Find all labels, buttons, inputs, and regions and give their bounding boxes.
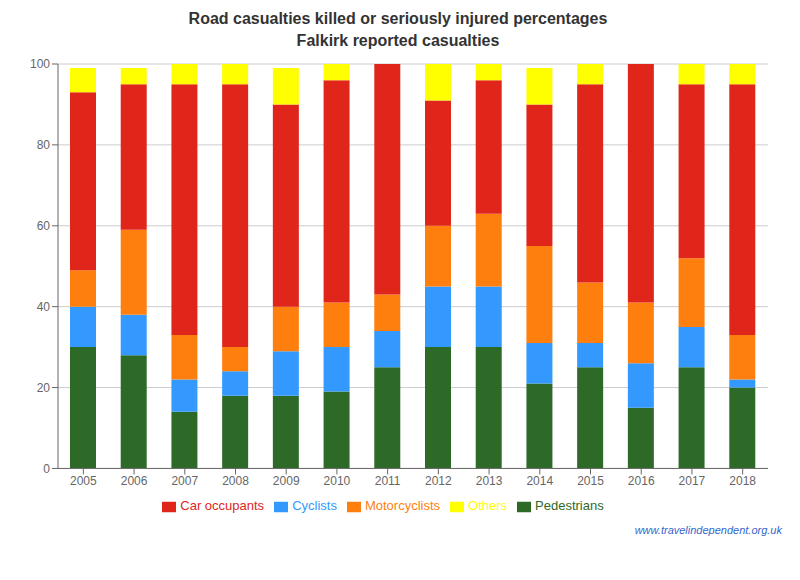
svg-text:2006: 2006 bbox=[121, 474, 148, 488]
html-text:Motorcyclists: Motorcyclists bbox=[364, 498, 440, 514]
svg-text:40: 40 bbox=[37, 300, 51, 314]
html-text:Car occupants: Car occupants bbox=[180, 498, 265, 514]
html-text:Falkirk reported casualties: Falkirk reported casualties bbox=[296, 32, 500, 49]
svg-text:2016: 2016 bbox=[628, 474, 655, 488]
svg-text:2017: 2017 bbox=[679, 474, 706, 488]
html-text:Others: Others bbox=[468, 498, 507, 514]
svg-text:2014: 2014 bbox=[526, 474, 553, 488]
svg-text:20: 20 bbox=[37, 381, 51, 395]
svg-text:2009: 2009 bbox=[273, 474, 300, 488]
svg-text:60: 60 bbox=[37, 219, 51, 233]
svg-text:80: 80 bbox=[37, 138, 51, 152]
svg-text:0: 0 bbox=[43, 462, 50, 476]
svg-text:2010: 2010 bbox=[324, 474, 351, 488]
svg-text:2011: 2011 bbox=[375, 474, 401, 488]
svg-text:2013: 2013 bbox=[476, 474, 503, 488]
html-text:Cyclists: Cyclists bbox=[292, 498, 337, 514]
svg-text:2007: 2007 bbox=[171, 474, 198, 488]
svg-text:2005: 2005 bbox=[70, 474, 97, 488]
svg-text:2018: 2018 bbox=[729, 474, 756, 488]
html-text:www.travelindependent.org.uk: www.travelindependent.org.uk bbox=[634, 524, 782, 536]
svg-text:2008: 2008 bbox=[222, 474, 249, 488]
html-text:Pedestrians: Pedestrians bbox=[535, 498, 604, 514]
svg-text:100: 100 bbox=[30, 57, 50, 71]
svg-text:2015: 2015 bbox=[577, 474, 604, 488]
svg-text:2012: 2012 bbox=[425, 474, 452, 488]
html-text:Road casualties killed or seri: Road casualties killed or seriously inju… bbox=[188, 10, 608, 27]
